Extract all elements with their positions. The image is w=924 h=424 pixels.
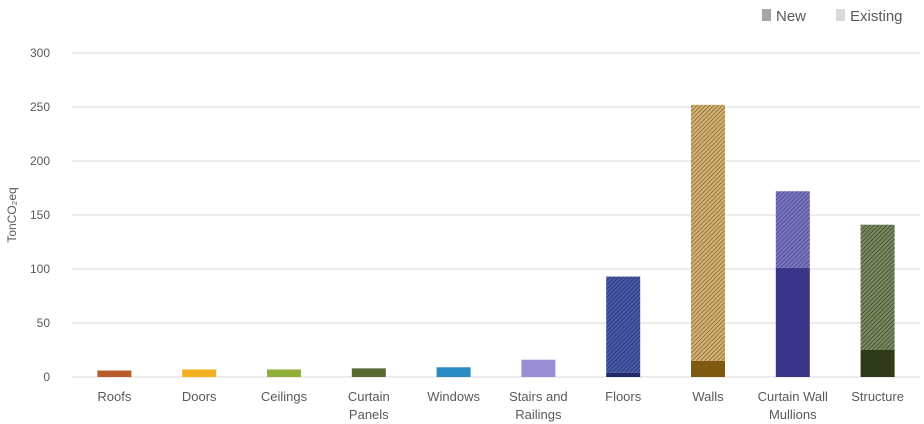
- x-tick-label: Doors: [182, 389, 217, 404]
- y-tick-label: 50: [37, 316, 51, 330]
- x-tick-label: Curtain Panels: [348, 389, 390, 422]
- bar-new: [775, 267, 810, 377]
- y-axis-label: TonCO₂eq: [5, 187, 19, 242]
- bar-new: [97, 370, 132, 377]
- y-tick-label: 150: [30, 208, 50, 222]
- x-tick-label: Roofs: [97, 389, 131, 404]
- legend: New Existing: [762, 8, 903, 25]
- x-tick-label: Structure: [851, 389, 904, 404]
- bar-new: [860, 350, 895, 377]
- bar-new: [606, 372, 641, 377]
- bar-existing: [606, 276, 641, 373]
- bar-existing: [775, 191, 810, 268]
- y-tick-label: 200: [30, 154, 50, 168]
- bar-new: [436, 367, 471, 377]
- bar-new: [521, 359, 556, 377]
- bar-existing: [691, 104, 725, 361]
- legend-label-existing: Existing: [850, 8, 903, 25]
- bar-new: [351, 368, 386, 377]
- y-tick-label: 0: [43, 370, 50, 384]
- legend-swatch-existing: [836, 9, 845, 21]
- bar-new: [267, 369, 301, 377]
- bars: [97, 104, 895, 377]
- x-axis-category-labels: Roofs Doors Ceilings Curtain Panels Windows St…: [97, 389, 904, 422]
- x-tick-label: Windows: [427, 389, 480, 404]
- y-tick-label: 100: [30, 262, 50, 276]
- legend-swatch-new: [762, 9, 771, 21]
- legend-label-new: New: [776, 8, 806, 25]
- bar-existing: [860, 224, 895, 350]
- y-tick-label: 250: [30, 100, 50, 114]
- x-tick-label: Stairs and Railings: [509, 389, 568, 422]
- x-tick-label: Walls: [692, 389, 724, 404]
- bar-new: [182, 369, 217, 377]
- y-tick-label: 300: [30, 46, 50, 60]
- x-tick-label: Ceilings: [261, 389, 308, 404]
- x-tick-label: Floors: [605, 389, 642, 404]
- bar-new: [691, 360, 725, 377]
- y-axis-tick-labels: 0 50 100 150 200 250 300: [30, 46, 50, 384]
- x-tick-label: Curtain Wall Mullions: [758, 389, 828, 422]
